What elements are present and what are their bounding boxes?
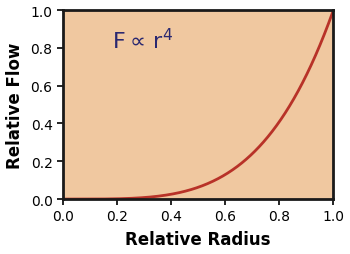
X-axis label: Relative Radius: Relative Radius [125,231,271,248]
Text: $\mathrm{F}{\propto}\,\mathrm{r}^4$: $\mathrm{F}{\propto}\,\mathrm{r}^4$ [112,28,173,54]
Y-axis label: Relative Flow: Relative Flow [6,42,23,168]
